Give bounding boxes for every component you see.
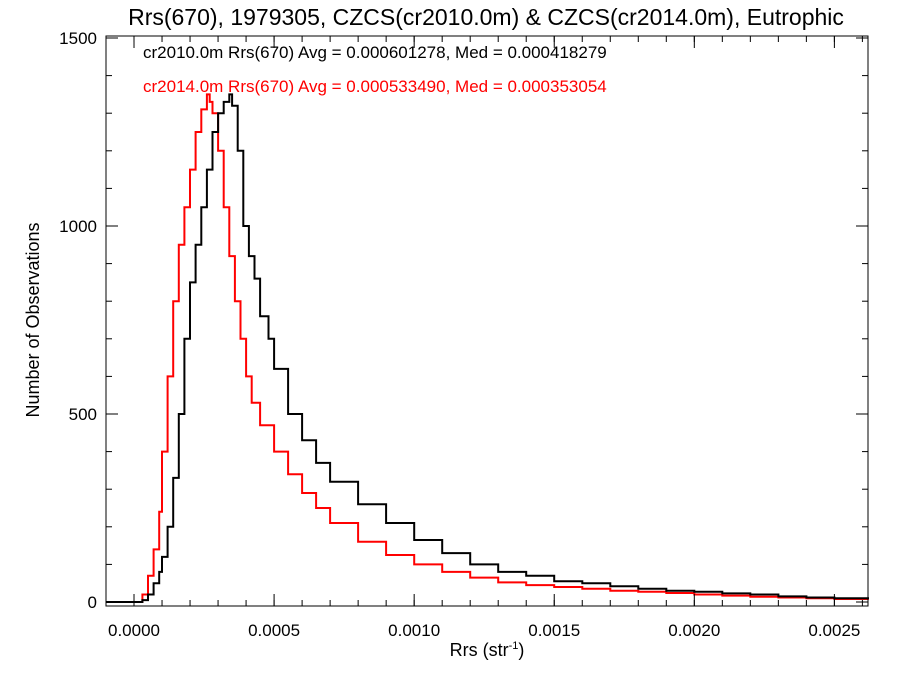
y-tick-label: 500 bbox=[69, 405, 97, 424]
x-axis-label-main: Rrs (str bbox=[450, 640, 509, 660]
annotation-cr2014: cr2014.0m Rrs(670) Avg = 0.000533490, Me… bbox=[143, 77, 607, 96]
plot-frame bbox=[105, 35, 869, 607]
x-tick-label: 0.0020 bbox=[668, 621, 720, 640]
y-axis-ticks: 0 500 1000 1500 bbox=[59, 29, 868, 612]
x-tick-label: 0.0010 bbox=[388, 621, 440, 640]
x-axis-ticks: 0.0000 0.0005 0.0010 0.0015 0.0020 0.0025 bbox=[105, 36, 863, 640]
series-layer bbox=[106, 93, 869, 603]
x-axis-label: Rrs (str-1) bbox=[450, 640, 525, 660]
x-tick-label: 0.0025 bbox=[808, 621, 860, 640]
y-tick-label: 0 bbox=[88, 593, 97, 612]
x-axis-label-close: ) bbox=[518, 640, 524, 660]
series-cr2014-line bbox=[106, 93, 869, 603]
chart-title: Rrs(670), 1979305, CZCS(cr2010.0m) & CZC… bbox=[128, 4, 844, 30]
x-axis-label-superscript: -1 bbox=[509, 640, 519, 652]
plot-area: 0.0000 0.0005 0.0010 0.0015 0.0020 0.0025 0 50… bbox=[59, 29, 869, 640]
annotation-cr2010: cr2010.0m Rrs(670) Avg = 0.000601278, Me… bbox=[143, 43, 607, 62]
x-tick-label: 0.0015 bbox=[528, 621, 580, 640]
y-axis-label: Number of Observations bbox=[23, 222, 43, 417]
y-tick-label: 1000 bbox=[59, 217, 97, 236]
y-tick-label: 1500 bbox=[59, 29, 97, 48]
x-tick-label: 0.0000 bbox=[108, 621, 160, 640]
series-cr2010-line bbox=[106, 93, 869, 603]
x-tick-label: 0.0005 bbox=[248, 621, 300, 640]
